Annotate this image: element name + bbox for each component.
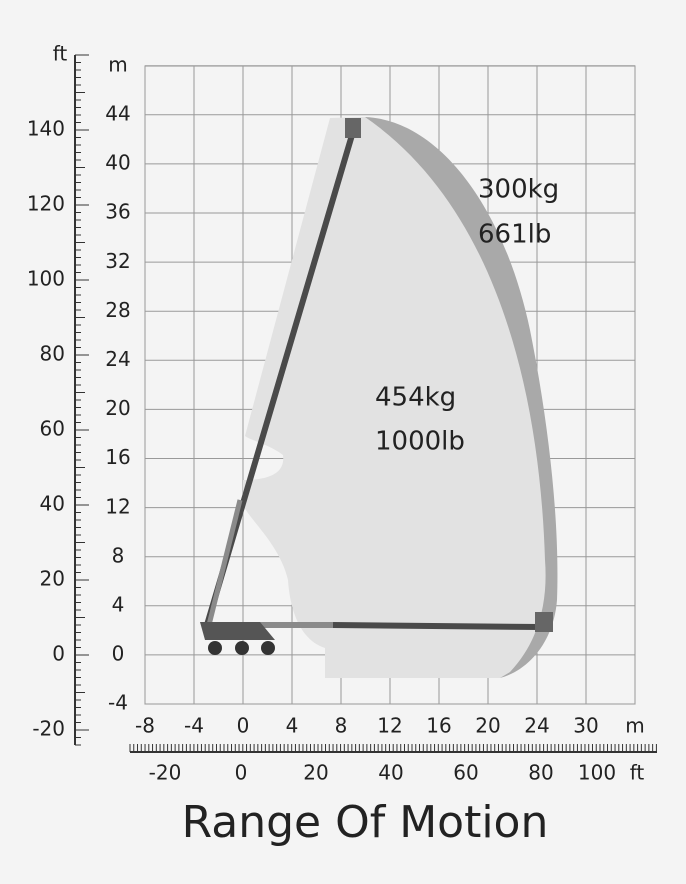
y-tick-label: 20 (105, 396, 130, 420)
x-tick-label: 12 (377, 714, 402, 738)
platform-top (345, 118, 361, 138)
axis-unit: ft (630, 761, 645, 785)
zone-label: 300kg (478, 175, 559, 205)
x-tick-label: 60 (453, 761, 478, 785)
y-tick-label: 16 (105, 445, 130, 469)
zone-label: 1000lb (375, 427, 465, 457)
wheel (208, 641, 222, 655)
y-tick-label: 0 (112, 642, 125, 666)
y-tick-label: 32 (105, 249, 130, 273)
y-tick-label: 24 (105, 347, 130, 371)
title: Range Of Motion (182, 797, 549, 848)
y-tick-label: 44 (105, 102, 130, 126)
y-tick-label: 0 (52, 642, 65, 666)
y-tick-label: 40 (105, 151, 130, 175)
y-tick-label: 120 (27, 192, 65, 216)
axis-unit: m (625, 714, 644, 738)
y-tick-label: 80 (40, 342, 65, 366)
x-tick-label: 16 (426, 714, 451, 738)
inner-envelope (243, 117, 556, 678)
x-tick-label: 100 (578, 761, 616, 785)
x-tick-label: 8 (335, 714, 348, 738)
y-tick-label: 140 (27, 117, 65, 141)
x-tick-label: 30 (573, 714, 598, 738)
y-tick-label: 20 (40, 567, 65, 591)
y-tick-label: 100 (27, 267, 65, 291)
y-tick-label: 28 (105, 298, 130, 322)
x-tick-label: 0 (237, 714, 250, 738)
x-tick-label: -8 (135, 714, 155, 738)
wheel (235, 641, 249, 655)
horizontal-boom (332, 622, 541, 630)
y-tick-label: 36 (105, 200, 130, 224)
platform-right (535, 612, 553, 632)
axis-unit: ft (53, 42, 68, 66)
y-tick-label: 4 (112, 593, 125, 617)
x-tick-label: -20 (149, 761, 182, 785)
x-tick-label: 0 (235, 761, 248, 785)
x-tick-label: -4 (184, 714, 204, 738)
zone-label: 661lb (478, 220, 551, 250)
boom-base (206, 499, 243, 626)
chassis (200, 622, 275, 640)
y-tick-label: -20 (32, 717, 65, 741)
axis-unit: m (108, 53, 127, 77)
x-tick-label: 20 (303, 761, 328, 785)
y-tick-label: 12 (105, 494, 130, 518)
x-tick-label: 4 (286, 714, 299, 738)
y-tick-label: -4 (108, 691, 128, 715)
x-tick-label: 40 (378, 761, 403, 785)
x-tick-label: 24 (524, 714, 549, 738)
zone-label: 454kg (375, 383, 456, 413)
x-tick-label: 80 (528, 761, 553, 785)
x-tick-label: 20 (475, 714, 500, 738)
y-tick-label: 60 (40, 417, 65, 441)
y-tick-label: 8 (112, 543, 125, 567)
wheel (261, 641, 275, 655)
y-tick-label: 40 (40, 492, 65, 516)
